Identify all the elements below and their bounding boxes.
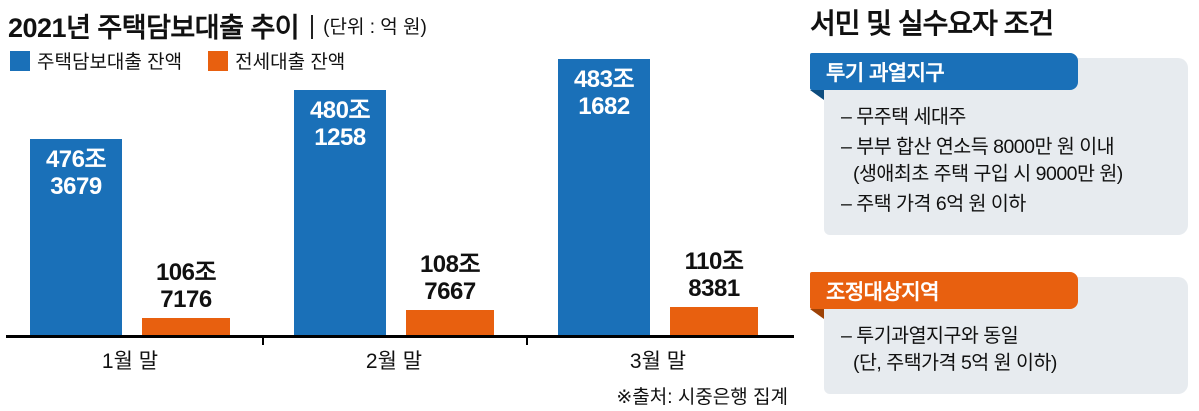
condition-card-adjustment-area: – 투기과열지구와 동일 (단, 주택가격 5억 원 이하) 조정대상지역: [810, 272, 1188, 394]
chart-source-note: ※출처: 시중은행 집계: [616, 387, 788, 408]
condition-item-line: – 무주택 세대주: [841, 106, 966, 128]
bar-group: 483조 1682 110조 8381: [558, 59, 758, 335]
card-fold-decoration: [810, 309, 824, 319]
x-axis-label: 1월 말: [101, 350, 159, 373]
condition-card-header: 조정대상지역: [810, 272, 1078, 309]
card-fold-decoration: [810, 90, 824, 100]
bar-group: 476조 3679 106조 7176: [30, 139, 230, 335]
chart-section: 2021년 주택담보대출 추이 (단위 : 억 원) 주택담보대출 잔액 전세대…: [6, 6, 794, 408]
title-divider: [311, 14, 314, 39]
x-axis: [6, 335, 794, 347]
condition-item-line: (단, 주택가격 5억 원 이하): [853, 352, 1057, 374]
x-axis-label: 2월 말: [365, 350, 423, 373]
legend-swatch-mortgage: [10, 50, 30, 71]
jeonse-bar: [142, 318, 230, 335]
jeonse-bar: [670, 307, 758, 335]
jeonse-bar: [406, 310, 494, 335]
jeonse-bar-column: 110조 8381: [670, 248, 758, 335]
x-axis-labels: 1월 말 2월 말 3월 말: [6, 345, 758, 375]
axis-tick: [262, 337, 264, 345]
mortgage-bar: 480조 1258: [294, 90, 386, 335]
legend-swatch-jeonse: [208, 50, 229, 71]
x-axis-label: 3월 말: [629, 350, 687, 373]
jeonse-bar-value: 108조 7667: [419, 250, 481, 305]
bar-chart-plot: 476조 3679 106조 7176 480조 1258 108조 7667 483조 1682…: [6, 59, 758, 335]
chart-unit-note: (단위 : 억 원): [323, 17, 427, 38]
condition-item-line: – 투기과열지구와 동일: [841, 325, 1019, 347]
chart-title-row: 2021년 주택담보대출 추이 (단위 : 억 원): [8, 6, 427, 45]
legend-label-jeonse: 전세대출 잔액: [235, 52, 346, 73]
condition-card-header: 투기 과열지구: [810, 53, 1078, 90]
legend-item-jeonse: 전세대출 잔액: [208, 47, 345, 74]
panel-title: 서민 및 실수요자 조건: [810, 8, 1054, 39]
condition-item: – 무주택 세대주: [841, 104, 1180, 131]
condition-item-line: – 부부 합산 연소득 8000만 원 이내: [841, 136, 1115, 158]
chart-legend: 주택담보대출 잔액 전세대출 잔액: [10, 47, 345, 74]
mortgage-bar-value: 483조 1682: [573, 66, 635, 121]
mortgage-bar: 483조 1682: [558, 59, 650, 335]
mortgage-bar-value: 480조 1258: [309, 97, 371, 152]
condition-item-list: – 무주택 세대주 – 부부 합산 연소득 8000만 원 이내 (생애최초 주택 …: [841, 104, 1180, 218]
jeonse-bar-column: 106조 7176: [142, 259, 230, 335]
condition-item-line: – 주택 가격 6억 원 이하: [841, 193, 1026, 215]
mortgage-bar: 476조 3679: [30, 139, 122, 335]
condition-item-line: (생애최초 주택 구입 시 9000만 원): [853, 163, 1123, 185]
conditions-panel: 서민 및 실수요자 조건 – 무주택 세대주 – 부부 합산 연소득 8000만 …: [810, 0, 1199, 411]
jeonse-bar-value: 110조 8381: [684, 247, 744, 302]
mortgage-bar-value: 476조 3679: [45, 146, 107, 201]
legend-item-mortgage: 주택담보대출 잔액: [10, 47, 182, 74]
condition-item-list: – 투기과열지구와 동일 (단, 주택가격 5억 원 이하): [841, 323, 1180, 377]
condition-item: – 부부 합산 연소득 8000만 원 이내 (생애최초 주택 구입 시 9000…: [841, 134, 1180, 188]
x-axis-line: [6, 335, 794, 338]
condition-card-speculation-zone: – 무주택 세대주 – 부부 합산 연소득 8000만 원 이내 (생애최초 주택 …: [810, 53, 1188, 235]
jeonse-bar-value: 106조 7176: [155, 258, 217, 313]
condition-item: – 투기과열지구와 동일 (단, 주택가격 5억 원 이하): [841, 323, 1180, 377]
chart-title: 2021년 주택담보대출 추이: [8, 13, 300, 43]
axis-tick: [526, 337, 528, 345]
condition-item: – 주택 가격 6억 원 이하: [841, 191, 1180, 218]
bar-group: 480조 1258 108조 7667: [294, 90, 494, 335]
legend-label-mortgage: 주택담보대출 잔액: [37, 52, 183, 73]
jeonse-bar-column: 108조 7667: [406, 251, 494, 335]
